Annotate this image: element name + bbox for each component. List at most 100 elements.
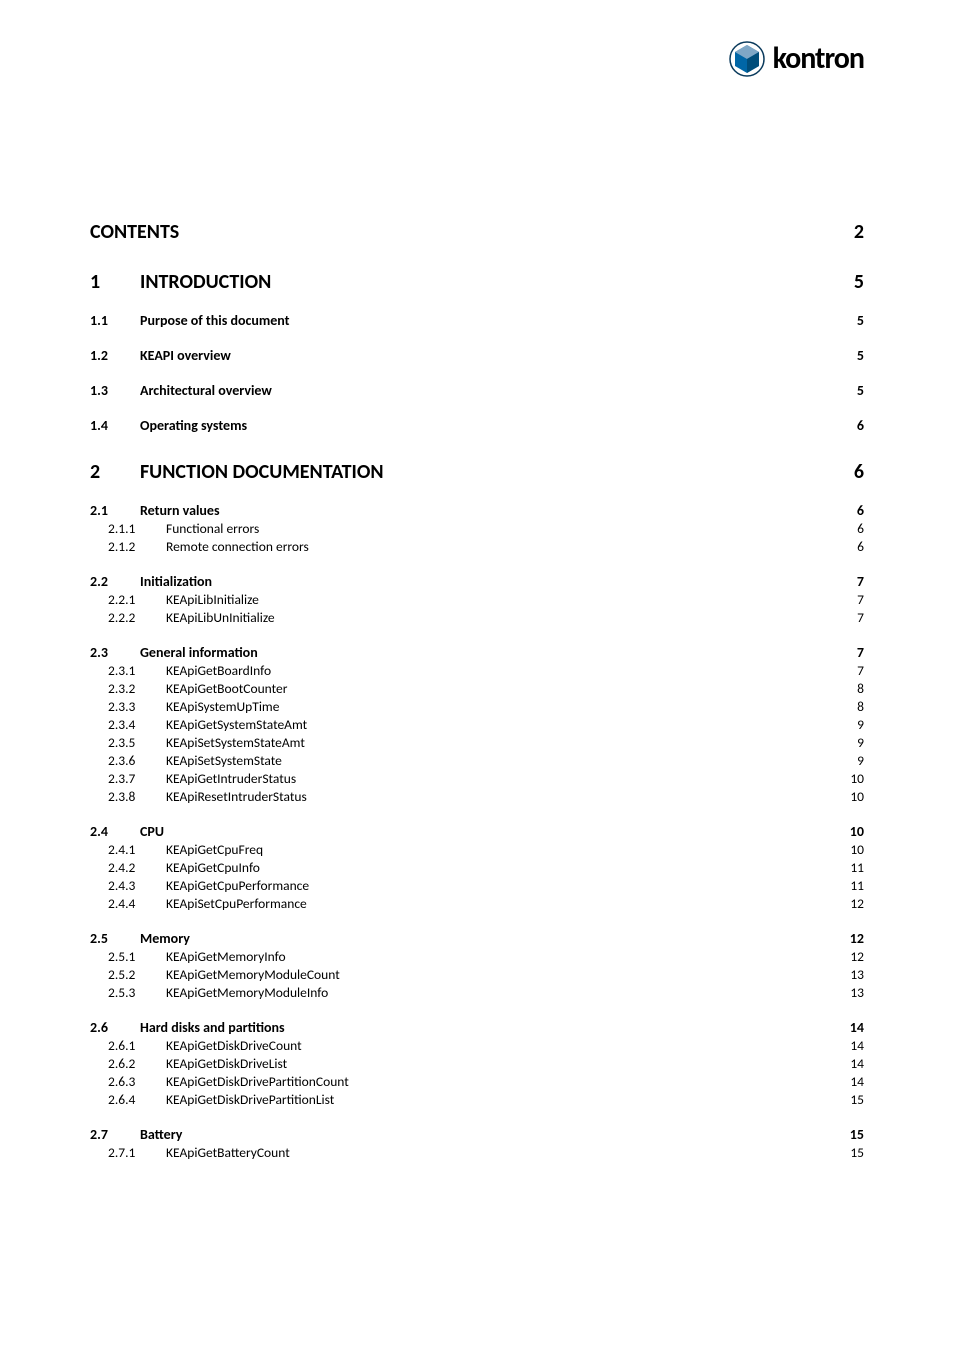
- toc-item: 2.6.4KEApiGetDiskDrivePartitionList15: [90, 1091, 864, 1108]
- toc-entry-page: 14: [850, 1073, 864, 1090]
- toc-item: 2.6.2KEApiGetDiskDriveList14: [90, 1055, 864, 1072]
- toc-entry-label: 2.1.1Functional errors: [108, 520, 259, 537]
- toc-item: 2.2.1KEApiLibInitialize 7: [90, 591, 864, 608]
- toc-entry-num: 2.3.5: [108, 734, 166, 751]
- toc-header-row: CONTENTS 2: [90, 220, 864, 244]
- toc-entry-page: 12: [850, 930, 864, 947]
- toc-entry-page: 7: [857, 662, 864, 679]
- toc-entry-num: 2.5.3: [108, 984, 166, 1001]
- toc-entry-page: 5: [857, 382, 864, 399]
- toc-entry-page: 14: [850, 1037, 864, 1054]
- toc-entry-page: 10: [850, 788, 864, 805]
- toc-entry-label: 2.3.8KEApiResetIntruderStatus: [108, 788, 307, 805]
- toc-item: 2.1.1Functional errors 6: [90, 520, 864, 537]
- toc-entry-num: 2.7.1: [108, 1144, 166, 1161]
- brand-name: kontron: [773, 40, 864, 77]
- toc-entry-num: 1: [90, 270, 140, 294]
- toc-entry-label: 2.3.2KEApiGetBootCounter: [108, 680, 287, 697]
- toc-entry-page: 6: [854, 460, 864, 484]
- toc-entry-num: 2.3.4: [108, 716, 166, 733]
- toc-entry-num: 2.3.3: [108, 698, 166, 715]
- toc-item: 2.2.2KEApiLibUnInitialize 7: [90, 609, 864, 626]
- toc-entry-label: 1INTRODUCTION: [90, 270, 271, 294]
- toc-entry-num: 2.4: [90, 823, 140, 840]
- toc-entry-num: 2.2.2: [108, 609, 166, 626]
- toc-section: 1INTRODUCTION5: [90, 270, 864, 294]
- toc-section: 2FUNCTION DOCUMENTATION6: [90, 460, 864, 484]
- toc-item: 2.7.1KEApiGetBatteryCount15: [90, 1144, 864, 1161]
- toc-subsection: 2.3General information7: [90, 644, 864, 661]
- toc-entry-page: 15: [850, 1144, 864, 1161]
- toc-entry-label: 2.3.7KEApiGetIntruderStatus: [108, 770, 296, 787]
- toc-entry-page: 12: [850, 948, 864, 965]
- toc-item: 2.6.3KEApiGetDiskDrivePartitionCount 14: [90, 1073, 864, 1090]
- brand-logo: kontron: [729, 40, 864, 77]
- toc-subsection: 2.4CPU 10: [90, 823, 864, 840]
- toc-entry-num: 2.1.2: [108, 538, 166, 555]
- toc-entry-page: 7: [857, 591, 864, 608]
- toc-entry-label: 2.5.2KEApiGetMemoryModuleCount: [108, 966, 340, 983]
- toc-entry-page: 8: [857, 680, 864, 697]
- toc-entry-label: 2.3General information: [90, 644, 258, 661]
- toc-item: 2.3.1KEApiGetBoardInfo7: [90, 662, 864, 679]
- toc-entry-num: 1.2: [90, 347, 140, 364]
- toc-entry-page: 6: [857, 538, 864, 555]
- toc-entry-num: 2.3.2: [108, 680, 166, 697]
- toc-entry-page: 10: [850, 770, 864, 787]
- toc-entry-num: 2.3.8: [108, 788, 166, 805]
- toc-entry-page: 6: [857, 417, 864, 434]
- toc-entry-page: 7: [857, 609, 864, 626]
- toc-entry-page: 14: [850, 1019, 864, 1036]
- toc-entry-page: 10: [850, 823, 864, 840]
- table-of-contents: CONTENTS 2 1INTRODUCTION51.1Purpose of t…: [90, 220, 864, 1161]
- toc-entry-page: 6: [857, 520, 864, 537]
- toc-entry-num: 1.3: [90, 382, 140, 399]
- toc-entry-label: 1.2KEAPI overview: [90, 347, 231, 364]
- toc-entry-label: 2.6Hard disks and partitions: [90, 1019, 285, 1036]
- toc-entry-label: 2.7Battery: [90, 1126, 182, 1143]
- toc-entry-num: 2: [90, 460, 140, 484]
- toc-subsection: 1.3Architectural overview 5: [90, 382, 864, 399]
- toc-entry-label: 2.2.1KEApiLibInitialize: [108, 591, 259, 608]
- toc-item: 2.3.8KEApiResetIntruderStatus 10: [90, 788, 864, 805]
- toc-item: 2.4.1KEApiGetCpuFreq10: [90, 841, 864, 858]
- toc-entry-label: 2.4CPU: [90, 823, 164, 840]
- toc-entry-page: 12: [850, 895, 864, 912]
- toc-item: 2.3.3KEApiSystemUpTime8: [90, 698, 864, 715]
- toc-entry-num: 2.6.1: [108, 1037, 166, 1054]
- toc-subsection: 2.1Return values6: [90, 502, 864, 519]
- toc-entry-num: 2.5: [90, 930, 140, 947]
- toc-entry-label: 2.6.3KEApiGetDiskDrivePartitionCount: [108, 1073, 349, 1090]
- toc-item: 2.5.2KEApiGetMemoryModuleCount 13: [90, 966, 864, 983]
- toc-entry-num: 2.4.3: [108, 877, 166, 894]
- toc-entry-label: 2.6.2KEApiGetDiskDriveList: [108, 1055, 287, 1072]
- toc-item: 2.5.3KEApiGetMemoryModuleInfo13: [90, 984, 864, 1001]
- toc-entry-num: 2.1.1: [108, 520, 166, 537]
- toc-entry-label: 2.3.6KEApiSetSystemState: [108, 752, 282, 769]
- toc-item: 2.3.4KEApiGetSystemStateAmt9: [90, 716, 864, 733]
- toc-entry-page: 9: [857, 716, 864, 733]
- toc-item: 2.4.3KEApiGetCpuPerformance11: [90, 877, 864, 894]
- toc-item: 2.3.7KEApiGetIntruderStatus 10: [90, 770, 864, 787]
- toc-entry-label: 1.4Operating systems: [90, 417, 247, 434]
- toc-subsection: 2.7Battery15: [90, 1126, 864, 1143]
- toc-entry-label: 2.2.2KEApiLibUnInitialize: [108, 609, 275, 626]
- toc-entry-page: 13: [850, 966, 864, 983]
- toc-item: 2.6.1KEApiGetDiskDriveCount14: [90, 1037, 864, 1054]
- toc-entry-num: 2.3: [90, 644, 140, 661]
- toc-entry-num: 2.4.2: [108, 859, 166, 876]
- toc-entry-num: 2.5.2: [108, 966, 166, 983]
- toc-entry-page: 11: [850, 859, 864, 876]
- toc-entry-page: 7: [857, 573, 864, 590]
- toc-entry-page: 9: [857, 734, 864, 751]
- toc-subsection: 1.1Purpose of this document5: [90, 312, 864, 329]
- toc-item: 2.4.2KEApiGetCpuInfo11: [90, 859, 864, 876]
- toc-entry-page: 11: [850, 877, 864, 894]
- toc-item: 2.3.6KEApiSetSystemState9: [90, 752, 864, 769]
- toc-entry-num: 2.2: [90, 573, 140, 590]
- toc-entry-label: 2.6.4KEApiGetDiskDrivePartitionList: [108, 1091, 334, 1108]
- toc-entry-label: 1.3Architectural overview: [90, 382, 272, 399]
- toc-entry-label: 1.1Purpose of this document: [90, 312, 290, 329]
- toc-entry-label: 2.1.2Remote connection errors: [108, 538, 309, 555]
- toc-header-title: CONTENTS: [90, 220, 179, 244]
